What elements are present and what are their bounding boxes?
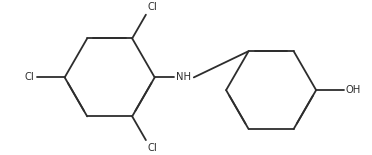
Text: OH: OH	[346, 85, 361, 95]
Text: Cl: Cl	[25, 72, 34, 82]
Text: NH: NH	[176, 72, 191, 82]
Text: Cl: Cl	[147, 143, 157, 153]
Text: Cl: Cl	[147, 2, 157, 12]
